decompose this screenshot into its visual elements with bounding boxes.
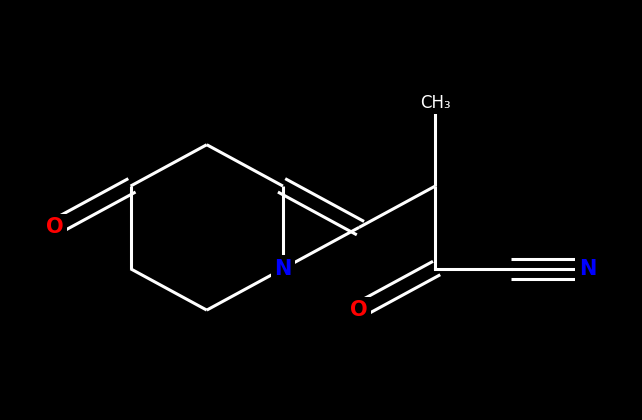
Text: CH₃: CH₃ <box>420 94 451 113</box>
Text: N: N <box>274 259 291 279</box>
Text: O: O <box>351 300 368 320</box>
Text: O: O <box>46 218 63 237</box>
Text: N: N <box>579 259 596 279</box>
